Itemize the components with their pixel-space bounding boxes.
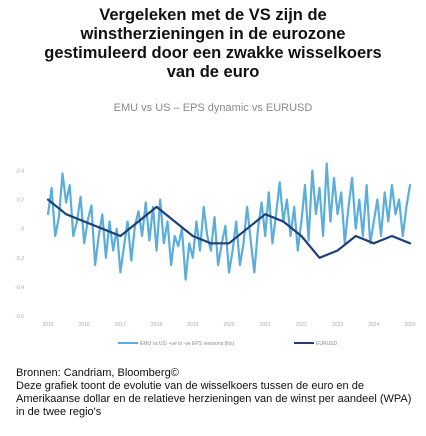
chart-subtitle: EMU vs US – EPS dynamic vs EURUSD xyxy=(113,102,313,114)
x-tick-label: 2016 xyxy=(79,322,90,328)
plot-area xyxy=(46,162,412,281)
chart-title: Vergeleken met de VS zijn de winstherzie… xyxy=(0,6,426,82)
chart-title-line: Vergeleken met de VS zijn de xyxy=(99,6,327,24)
chart-title-line: gestimuleerd door een zwakke wisselkoers xyxy=(44,44,382,62)
series-line-eurusd xyxy=(46,198,412,259)
chart-caption: Deze grafiek toont de evolutie van de wi… xyxy=(16,380,412,419)
x-tick-label: 2015 xyxy=(42,322,53,328)
source-note: Bronnen: Candriam, Bloomberg© xyxy=(16,367,179,379)
y-axis: 0.4 0.2 0 -0.2 -0.4 -0.6 xyxy=(15,169,24,320)
legend-item-eurusd-label: EURUSD xyxy=(316,341,338,347)
line-chart: 0.4 0.2 0 -0.2 -0.4 -0.6 2015 2016 2017 2018 2019… xyxy=(15,162,416,347)
y-tick-label: -0.2 xyxy=(15,256,24,262)
chart-title-line: winstherzieningen in de eurozone xyxy=(80,25,346,43)
y-tick-label: -0.6 xyxy=(15,314,24,320)
y-tick-label: 0 xyxy=(21,227,24,233)
series-line-eps-revisions xyxy=(46,162,412,281)
y-tick-label: -0.4 xyxy=(15,285,24,291)
x-tick-label: 2022 xyxy=(296,322,307,328)
legend: EMU vs US: +ve to -ve EPS revisions (lhs… xyxy=(118,341,338,347)
x-tick-label: 2019 xyxy=(187,322,198,328)
x-tick-label: 2021 xyxy=(260,322,271,328)
x-axis: 2015 2016 2017 2018 2019 2020 2021 2022 2023 2024… xyxy=(42,322,415,328)
legend-item-eps-label: EMU vs US: +ve to -ve EPS revisions (lhs… xyxy=(140,341,235,347)
x-tick-label: 2017 xyxy=(115,322,126,328)
x-tick-label: 2024 xyxy=(368,322,379,328)
y-tick-label: 0.4 xyxy=(17,169,24,175)
x-tick-label: 2023 xyxy=(332,322,343,328)
x-tick-label: 2018 xyxy=(151,322,162,328)
x-tick-label: 2025 xyxy=(404,322,415,328)
x-tick-label: 2020 xyxy=(223,322,234,328)
y-tick-label: 0.2 xyxy=(17,198,24,204)
chart-title-line: van de euro xyxy=(166,63,260,81)
